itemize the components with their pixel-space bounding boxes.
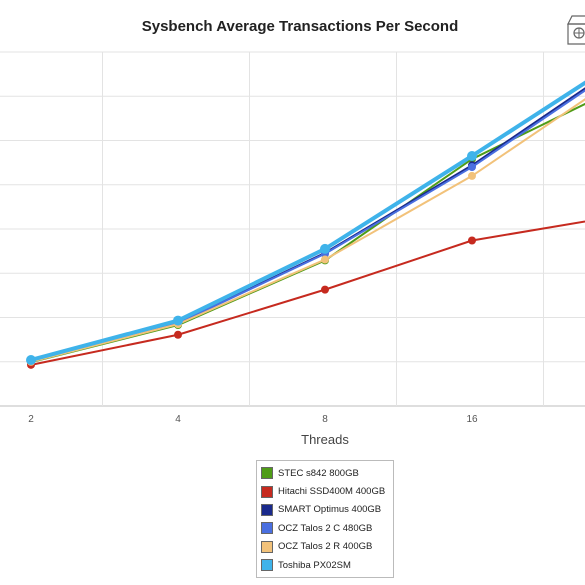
publisher-logo-icon <box>567 15 585 45</box>
legend-label: OCZ Talos 2 R 400GB <box>278 541 373 553</box>
x-tick-label: 4 <box>175 414 181 425</box>
legend-label: Hitachi SSD400M 400GB <box>278 486 386 498</box>
legend-item[interactable]: STEC s842 800GB <box>261 464 393 482</box>
legend-swatch <box>261 540 273 553</box>
data-point[interactable] <box>174 330 182 339</box>
series-6 <box>26 80 585 365</box>
legend-item[interactable]: Hitachi SSD400M 400GB <box>261 482 393 500</box>
legend: STEC s842 800GB Hitachi SSD400M 400GB SMAR… <box>256 460 394 579</box>
data-point[interactable] <box>467 150 477 161</box>
legend-item[interactable]: SMART Optimus 400GB <box>261 501 393 519</box>
legend-item[interactable]: OCZ Talos 2 R 400GB <box>261 538 393 556</box>
data-point[interactable] <box>320 243 330 254</box>
data-point[interactable] <box>321 255 329 264</box>
data-point[interactable] <box>26 354 36 365</box>
legend-item[interactable]: Toshiba PX02SM <box>261 556 393 574</box>
x-tick-label: 8 <box>322 414 328 425</box>
series-4 <box>27 89 585 366</box>
data-point[interactable] <box>173 315 183 326</box>
data-point[interactable] <box>321 285 329 294</box>
legend-swatch <box>261 522 273 535</box>
x-tick-label: 16 <box>466 414 478 425</box>
legend-label: Toshiba PX02SM <box>278 559 351 571</box>
legend-label: STEC s842 800GB <box>278 467 359 479</box>
legend-label: SMART Optimus 400GB <box>278 504 382 516</box>
series-line <box>30 98 585 363</box>
data-point[interactable] <box>468 163 476 172</box>
series-1 <box>27 102 585 367</box>
series-line <box>30 102 585 364</box>
series-5 <box>27 98 585 366</box>
series-line <box>30 80 585 362</box>
x-tick-label: 2 <box>28 414 34 425</box>
data-point[interactable] <box>468 236 476 245</box>
x-axis-title: Threads <box>301 432 349 447</box>
legend-item[interactable]: OCZ Talos 2 C 480GB <box>261 519 393 537</box>
legend-swatch <box>261 485 273 498</box>
legend-label: OCZ Talos 2 C 480GB <box>278 522 373 534</box>
legend-swatch <box>261 559 273 572</box>
chart-title: Sysbench Average Transactions Per Second <box>141 18 459 35</box>
series-group <box>26 80 585 369</box>
series-line <box>30 87 585 363</box>
data-point[interactable] <box>468 171 476 180</box>
legend-swatch <box>261 503 273 516</box>
series-line <box>30 220 585 366</box>
legend-swatch <box>261 467 273 480</box>
series-3 <box>27 87 585 366</box>
series-2 <box>27 220 585 369</box>
x-tick-labels: 2 4 8 16 <box>28 414 478 425</box>
